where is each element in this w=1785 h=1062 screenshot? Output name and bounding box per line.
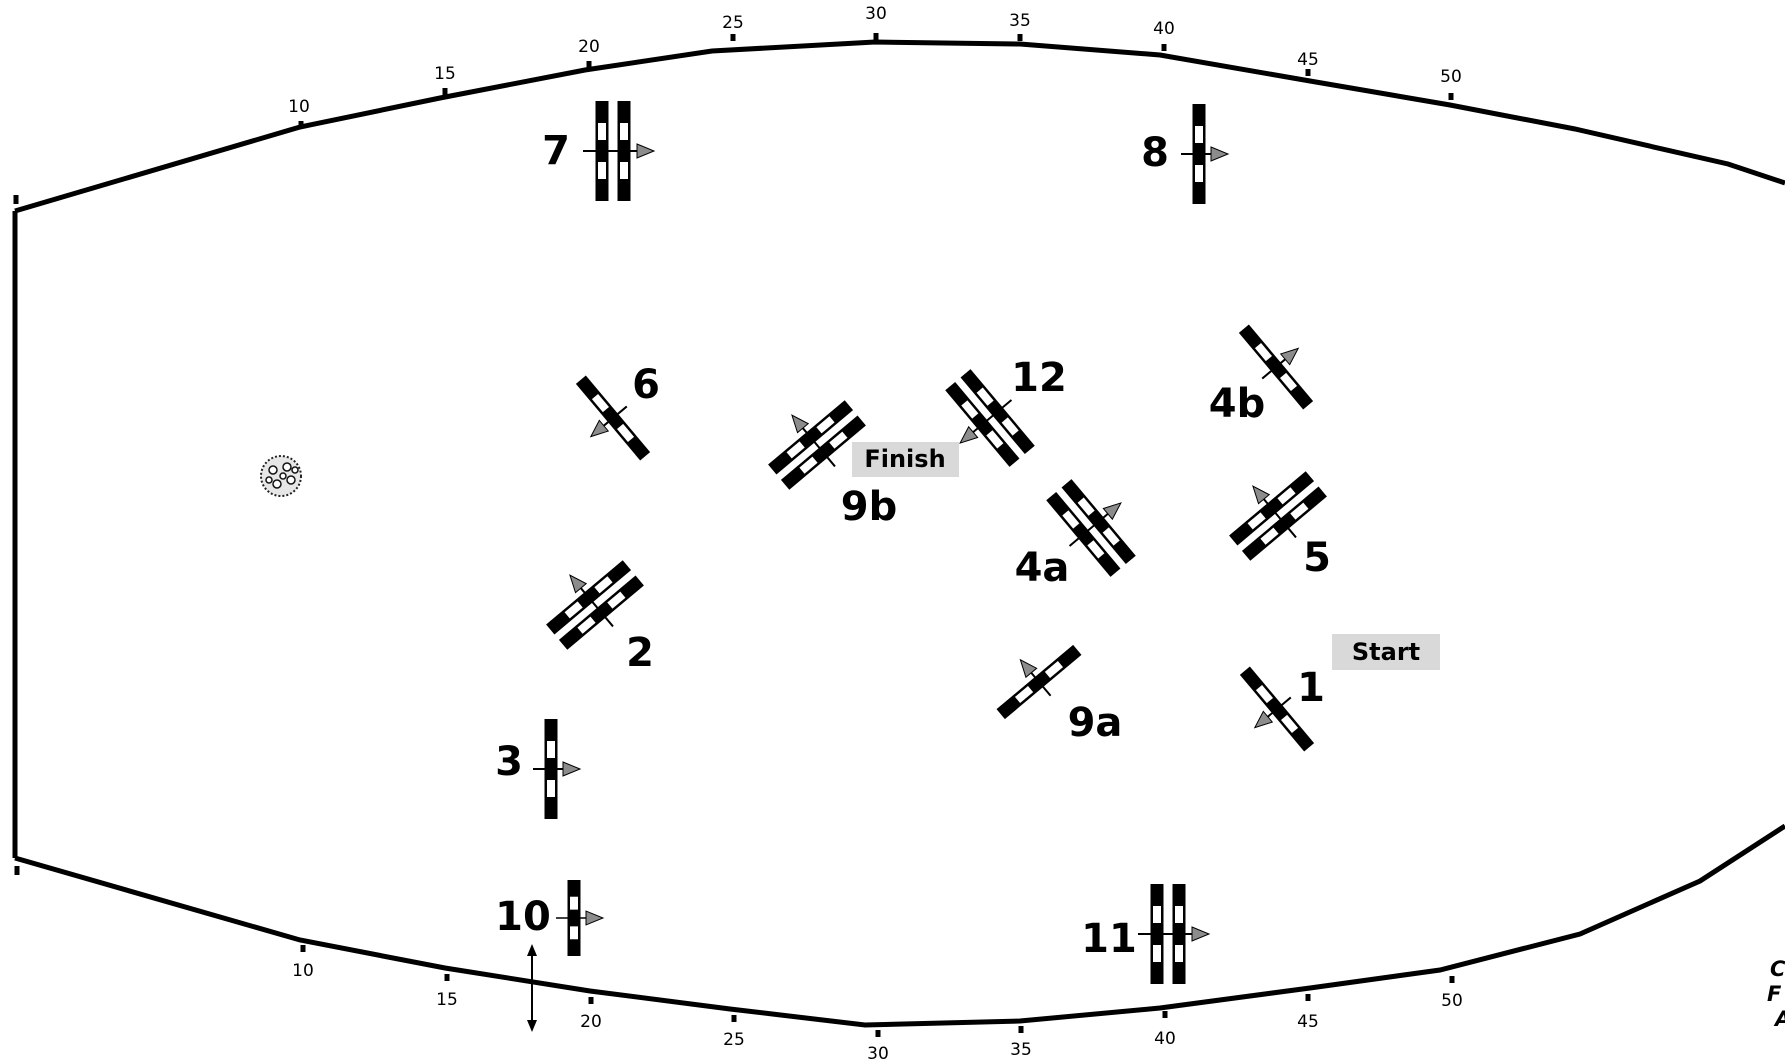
jump-6-number: 6	[632, 362, 660, 408]
jump-5-number: 5	[1303, 535, 1331, 581]
jump-4b-number: 4b	[1209, 381, 1265, 427]
top-tick-label: 15	[434, 64, 456, 84]
corner-text-line: C	[1770, 957, 1785, 981]
jump-11-oxer	[1138, 884, 1210, 984]
top-tick-label: 10	[288, 97, 310, 117]
jump-12-oxer	[945, 369, 1035, 467]
jump-4a-oxer	[1046, 479, 1136, 577]
arena-bottom-boundary	[14, 823, 1785, 1028]
jump-3-vertical	[533, 719, 581, 819]
jump-3-direction-arrow	[562, 761, 581, 777]
top-tick-label: 30	[865, 4, 887, 24]
top-tick-label: 25	[722, 13, 744, 33]
top-tick-label: 45	[1297, 50, 1319, 70]
corner-text-line: F	[1767, 982, 1782, 1006]
bottom-ticks: 10 15 20 25 30 35 40 45 50	[292, 945, 1463, 1062]
top-ticks: 10 15 20 25 30 35 40 45 50	[288, 4, 1462, 128]
bottom-tick-label: 40	[1154, 1029, 1176, 1049]
finish-label: Finish	[864, 445, 945, 473]
jump-9a-number: 9a	[1068, 700, 1123, 746]
jump-10-number: 10	[495, 894, 551, 940]
jump-4a-number: 4a	[1015, 545, 1070, 591]
jump-8-direction-arrow	[1210, 146, 1229, 162]
jump-2-oxer	[546, 560, 644, 650]
top-tick-label: 20	[578, 37, 600, 57]
corner-text-line: A	[1773, 1007, 1785, 1031]
jump-7-oxer	[583, 101, 655, 201]
jump-9b-oxer	[768, 400, 866, 490]
corner-text: C F A	[1767, 957, 1785, 1031]
jump-7-number: 7	[542, 128, 570, 174]
jump-11-direction-arrow	[1191, 926, 1210, 942]
jump-1-number: 1	[1297, 665, 1325, 711]
finish-tag: Finish	[852, 442, 959, 477]
jump-2-number: 2	[626, 630, 654, 676]
jump-6-vertical	[575, 375, 651, 461]
shrub-icon	[260, 455, 302, 497]
start-label: Start	[1352, 638, 1420, 666]
jump-10-direction-arrow	[585, 910, 604, 926]
top-tick-label: 50	[1440, 67, 1462, 87]
start-tag: Start	[1332, 634, 1440, 670]
bottom-tick-label: 50	[1441, 991, 1463, 1011]
jump-9a-vertical	[996, 644, 1082, 720]
bottom-tick-label: 45	[1297, 1012, 1319, 1032]
jump-12-number: 12	[1011, 355, 1067, 401]
jump-5-oxer	[1229, 471, 1327, 561]
bottom-tick-label: 25	[723, 1030, 745, 1050]
bottom-tick-label: 30	[867, 1044, 889, 1062]
jump-11-number: 11	[1081, 916, 1137, 962]
jump-9b-number: 9b	[841, 484, 897, 530]
jump-7-direction-arrow	[636, 143, 655, 159]
double-arrow-icon	[527, 944, 537, 1032]
jump-10-vertical	[556, 880, 604, 956]
arena-top-boundary	[14, 39, 1785, 214]
jump-8-number: 8	[1141, 130, 1169, 176]
jump-8-vertical	[1181, 104, 1229, 204]
bottom-tick-label: 35	[1010, 1040, 1032, 1060]
jump-3-number: 3	[495, 739, 523, 785]
top-tick-label: 40	[1153, 19, 1175, 39]
top-tick-label: 35	[1009, 11, 1031, 31]
bottom-tick-label: 15	[436, 990, 458, 1010]
bottom-tick-label: 10	[292, 961, 314, 981]
bottom-tick-label: 20	[580, 1012, 602, 1032]
jump-1-vertical	[1239, 666, 1315, 752]
jump-4b-vertical	[1238, 324, 1314, 410]
